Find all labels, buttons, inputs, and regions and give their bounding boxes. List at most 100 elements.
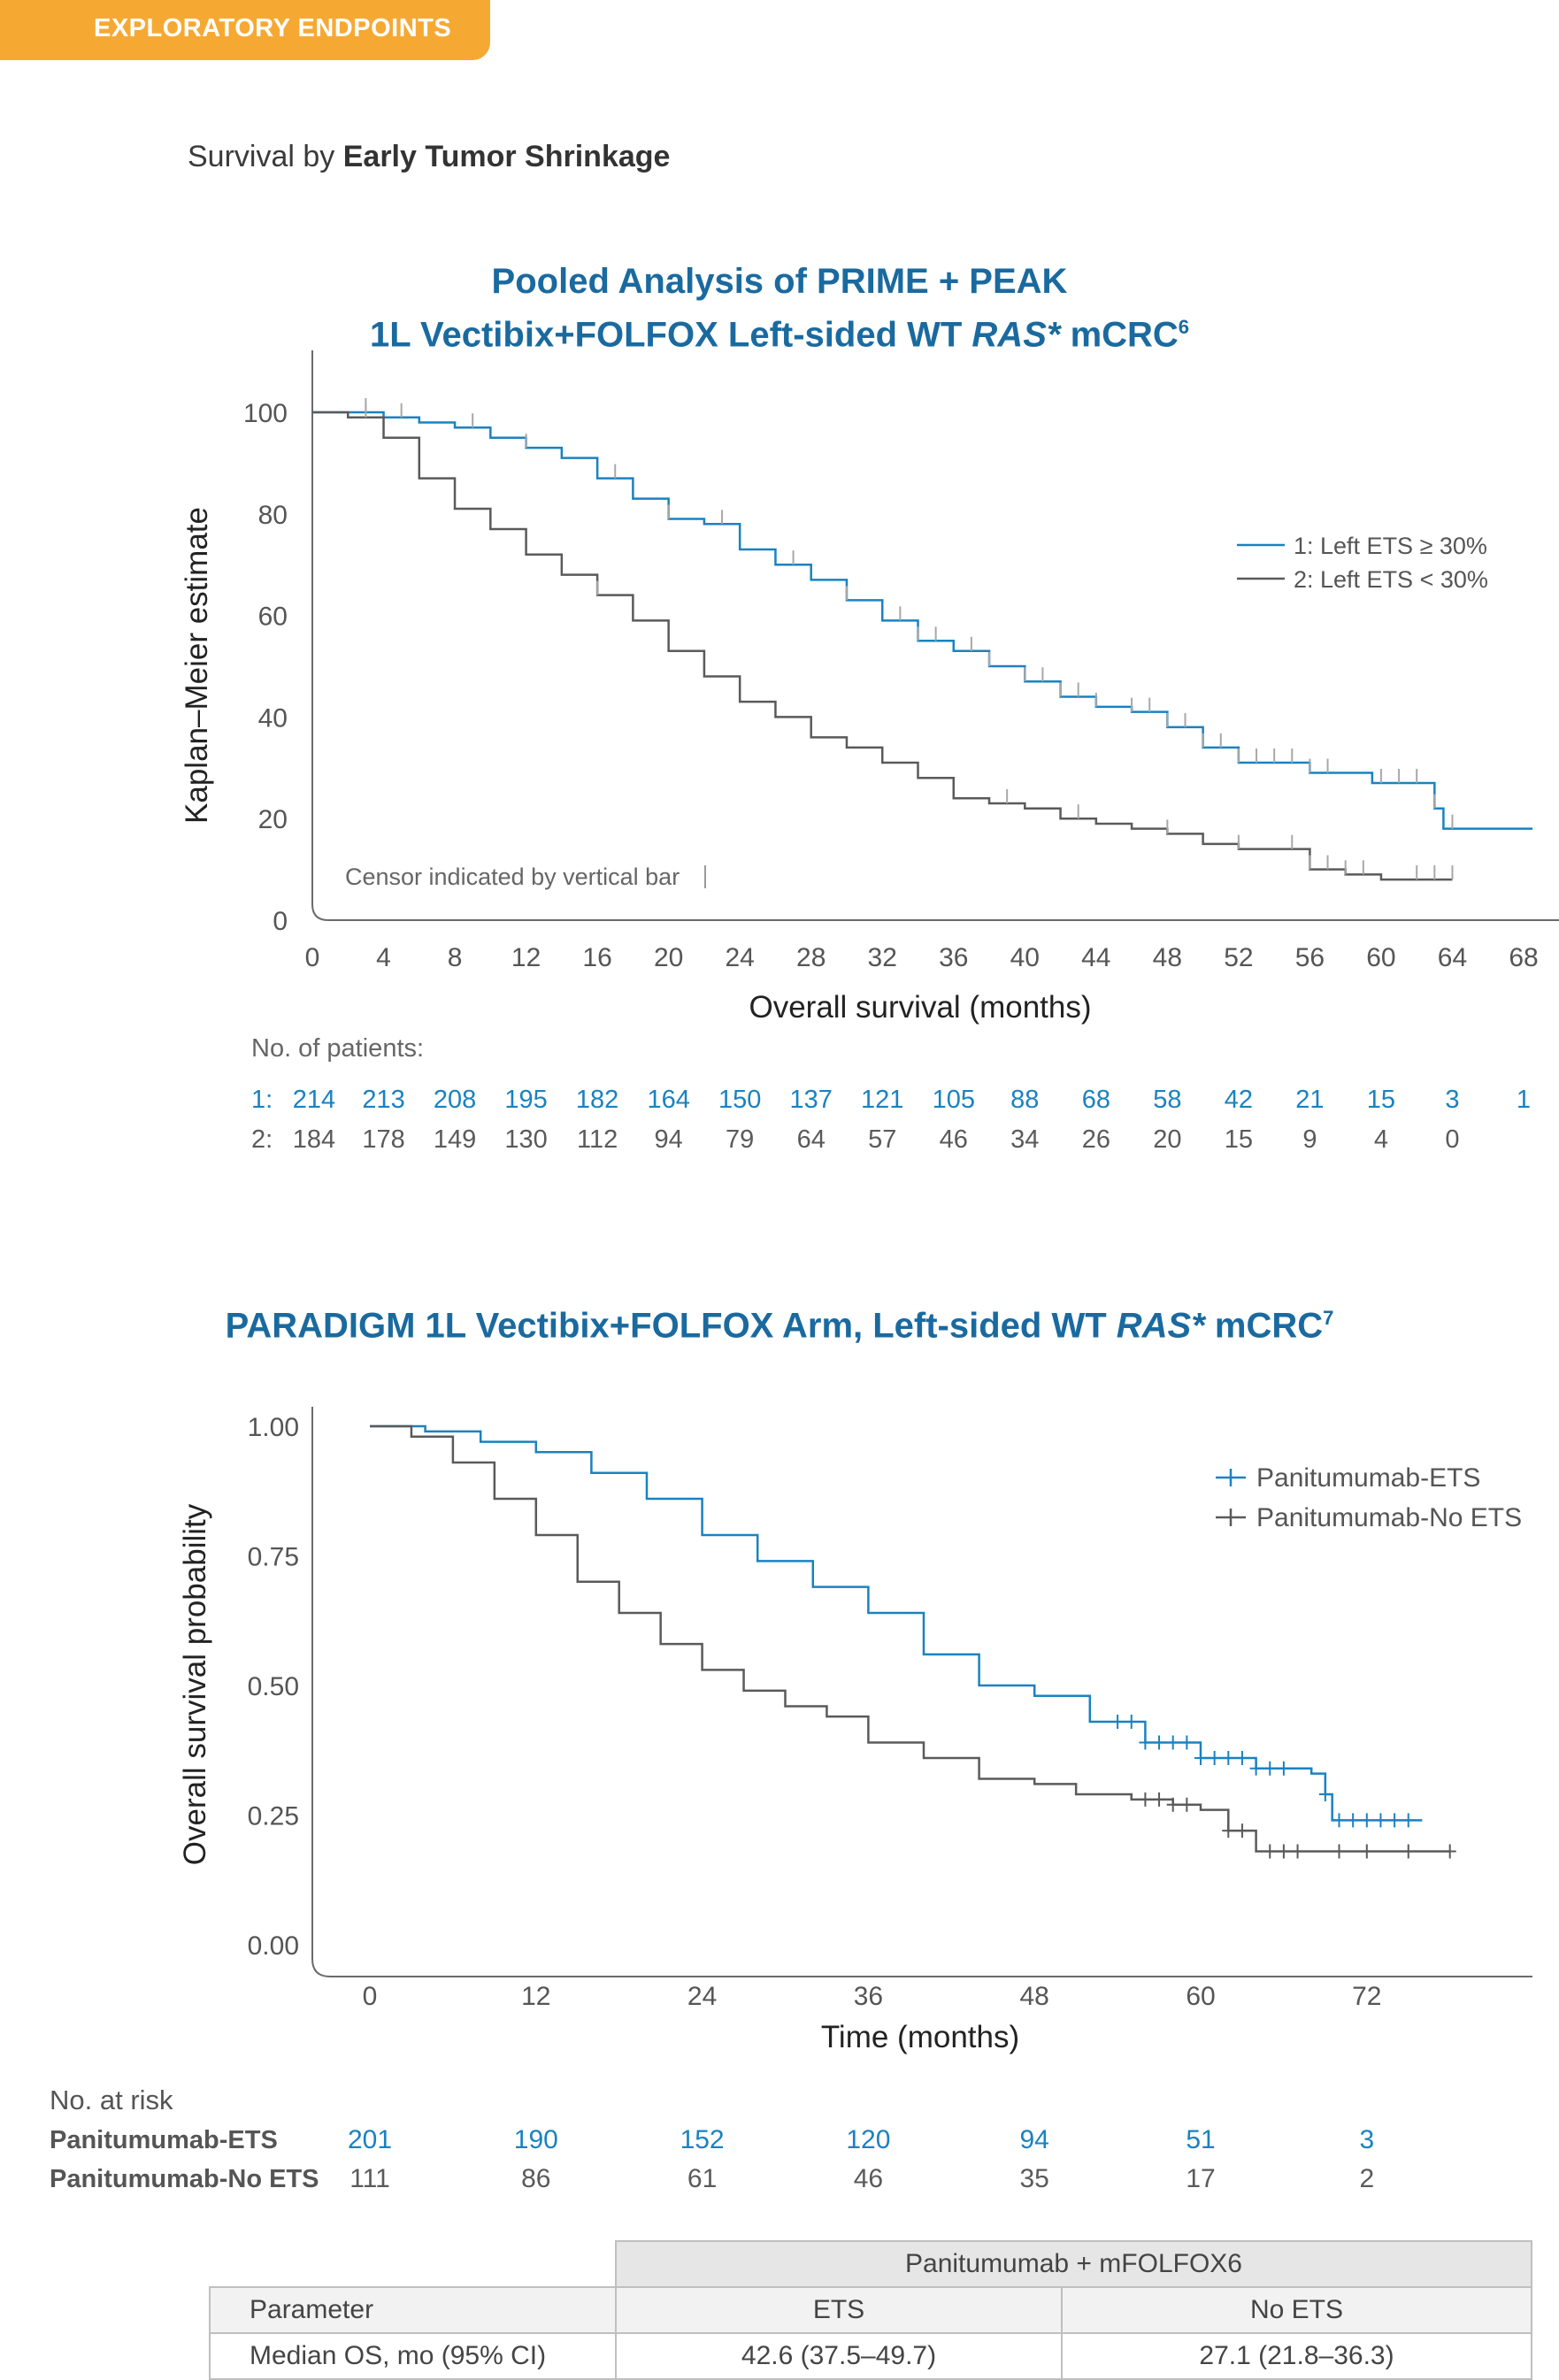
chart2-risk-row-label: Panitumumab-ETS [50,2126,278,2154]
chart2-ytick-label: 0.25 [248,1802,299,1831]
chart1-risk-value: 42 [1225,1086,1253,1114]
chart1-xtick-label: 12 [511,943,541,972]
chart1-ytick-label: 40 [258,703,288,733]
chart1-risk-value: 68 [1082,1086,1110,1114]
chart2-censor-mark [1222,1823,1235,1839]
chart1-title-line1: Pooled Analysis of PRIME + PEAK [491,262,1068,301]
chart2-xtick-label: 24 [687,1982,717,2011]
chart1-ytick-label: 20 [258,805,288,834]
results-col-parameter: Parameter [209,2286,617,2334]
chart1-risk-value: 184 [293,1125,335,1154]
chart2-censor-mark [1194,1751,1207,1766]
chart2-risk-value: 3 [1359,2125,1374,2154]
chart1-censor-note: Censor indicated by vertical bar [345,864,680,890]
chart2-censor-mark [1235,1823,1248,1839]
chart2-x-axis-title: Time (months) [821,2020,1019,2054]
chart2-censor-mark [1277,1761,1290,1776]
chart1-risk-value: 164 [647,1086,689,1114]
chart1-xtick-label: 0 [305,943,320,972]
chart2-censor-mark [1277,1844,1290,1859]
chart1-risk-value: 149 [434,1125,476,1154]
chart1-risk-value: 121 [861,1086,903,1114]
chart2-censor-mark [1153,1792,1166,1807]
chart2-censor-mark [1332,1844,1346,1859]
results-row-ets: 42.6 (37.5–49.7) [615,2332,1063,2380]
chart2-xtick-label: 36 [854,1982,883,2011]
chart1-risk-value: 34 [1010,1125,1039,1154]
chart1-series-line-2 [312,411,1453,881]
section-tag: EXPLORATORY ENDPOINTS [0,0,490,60]
chart2-risk-value: 17 [1186,2164,1215,2193]
chart2-risk-table-label: No. at risk [50,2084,173,2115]
chart1-risk-value: 9 [1302,1125,1317,1154]
chart2-risk-row-label: Panitumumab-No ETS [50,2165,319,2193]
chart1-xtick-label: 52 [1224,943,1253,972]
chart1-risk-value: 1 [1517,1086,1531,1114]
chart2-censor-mark [1139,1735,1152,1750]
chart2-risk-value: 51 [1186,2125,1215,2154]
chart2-censor-mark [1360,1813,1373,1828]
chart1-xtick-label: 16 [582,943,611,972]
chart1-risk-value: 26 [1082,1125,1110,1154]
results-col-no-ets: No ETS [1061,2286,1532,2334]
chart2-risk-value: 201 [348,2125,392,2154]
chart1-risk-value: 15 [1367,1086,1395,1114]
chart2-ytick-label: 0.75 [248,1543,299,1572]
chart2-risk-value: 190 [514,2125,558,2154]
chart1-risk-value: 0 [1445,1125,1459,1154]
chart1-risk-row-label: 2: [251,1125,273,1154]
chart2-title: PARADIGM 1L Vectibix+FOLFOX Arm, Left-si… [225,1306,1334,1346]
chart1-xtick-label: 28 [796,943,826,972]
chart2-risk-value: 120 [846,2125,890,2154]
chart1-xtick-label: 36 [939,943,968,972]
chart1-risk-value: 79 [726,1125,754,1154]
chart1-risk-row-label: 1: [251,1086,273,1114]
chart1-xtick-label: 64 [1438,943,1467,972]
section-tag-label: EXPLORATORY ENDPOINTS [94,14,452,42]
chart1-risk-value: 57 [868,1125,896,1154]
chart1-xtick-label: 44 [1081,943,1110,972]
chart1-risk-value: 46 [940,1125,968,1154]
chart2-censor-mark [1249,1761,1263,1776]
chart1-risk-value: 182 [576,1086,618,1114]
chart1-x-axis-title: Overall survival (months) [749,990,1091,1025]
chart2-risk-value: 94 [1020,2125,1049,2154]
chart2-censor-mark [1111,1715,1125,1730]
chart2-risk-value: 86 [521,2164,550,2193]
section-subtitle: Survival by Early Tumor Shrinkage [188,140,670,174]
chart2-censor-mark [1347,1813,1360,1828]
chart2-censor-mark [1125,1715,1138,1730]
chart2-censor-mark [1222,1751,1235,1766]
chart1-xtick-label: 32 [868,943,897,972]
chart2-censor-mark [1208,1751,1221,1766]
chart2-censor-mark [1388,1813,1402,1828]
chart1-risk-value: 58 [1153,1086,1181,1114]
chart1-risk-value: 15 [1225,1125,1253,1154]
chart2-risk-value: 2 [1359,2164,1374,2193]
chart1-risk-value: 88 [1010,1086,1039,1114]
chart1-risk-value: 213 [362,1086,404,1114]
chart1-risk-value: 112 [577,1125,618,1154]
results-row-no-ets: 27.1 (21.8–36.3) [1061,2332,1532,2380]
chart2-legend-swatch-1 [1216,1469,1246,1486]
subtitle-prefix: Survival by [188,140,343,173]
chart1-risk-value: 137 [790,1086,833,1114]
chart1-title-line2: 1L Vectibix+FOLFOX Left-sided WT RAS* mC… [369,315,1190,355]
chart1-xtick-label: 48 [1153,943,1182,972]
results-row-label: Median OS, mo (95% CI) [209,2332,617,2380]
chart2-censor-mark [1318,1787,1332,1802]
chart2-censor-mark [1139,1792,1152,1807]
chart1-ytick-label: 80 [258,501,288,530]
chart1-risk-value: 214 [293,1086,335,1114]
chart2-censor-mark [1166,1735,1179,1750]
chart1-ytick-label: 60 [258,603,288,632]
chart2-axes [311,1407,1532,1977]
chart1-risk-table-label: No. of patients: [251,1034,424,1063]
chart2-legend-swatch-2 [1216,1509,1246,1526]
chart2-censor-mark [1443,1844,1456,1859]
chart1-risk-value: 150 [718,1086,761,1114]
chart2-risk-value: 111 [349,2164,390,2193]
chart1-title: Pooled Analysis of PRIME + PEAK 1L Vecti… [0,258,1559,357]
chart2-risk-value: 61 [687,2164,717,2193]
chart1-risk-value: 130 [504,1125,547,1154]
